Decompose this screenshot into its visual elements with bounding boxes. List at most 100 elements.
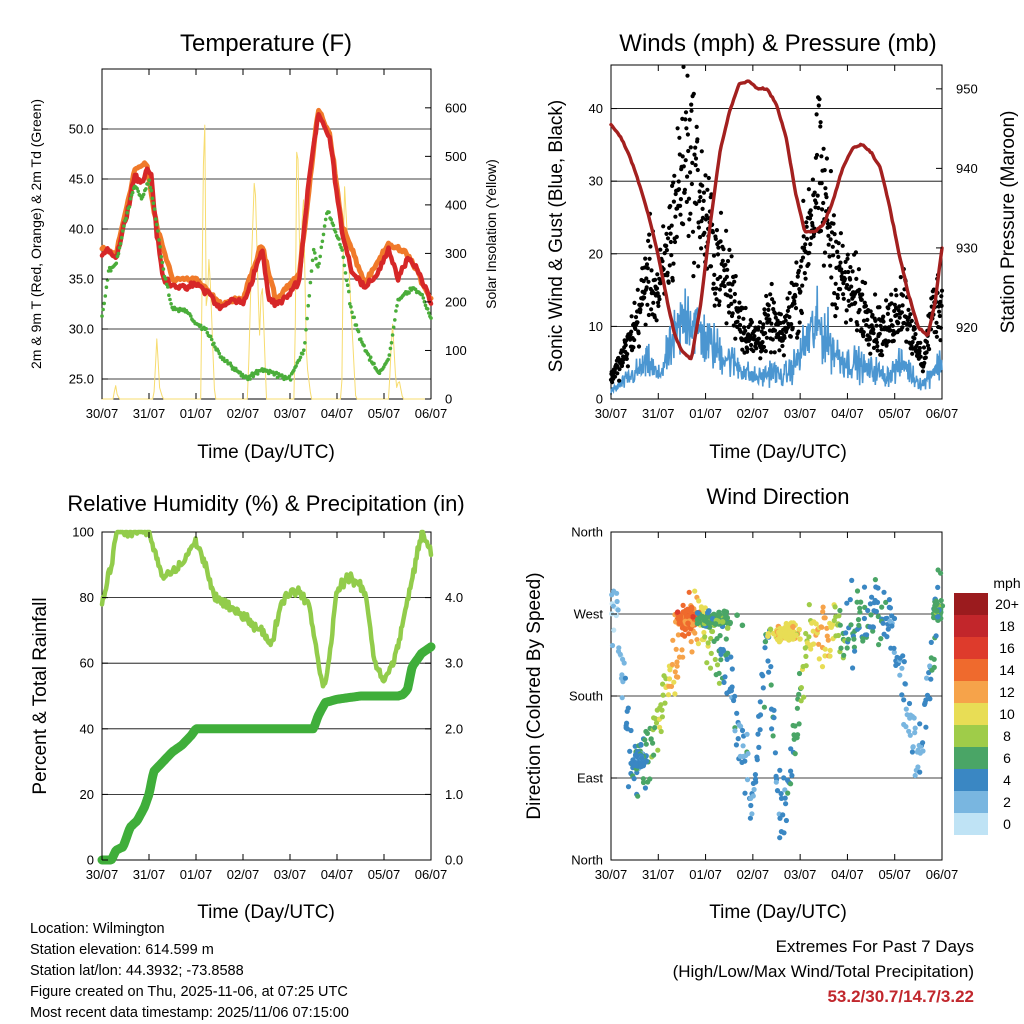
colorbar-label: 20+	[995, 596, 1019, 612]
temperature-title: Temperature (F)	[180, 30, 352, 57]
gust-point	[706, 175, 711, 181]
dewpoint-point	[119, 235, 124, 240]
speed-colorbar: 20+ 18 16 14 12 10 8 6 4 2 0	[954, 593, 1019, 835]
direction-point	[910, 744, 916, 750]
gust-point	[762, 307, 767, 312]
gust-point	[832, 302, 838, 307]
dewpoint-point	[305, 316, 309, 321]
direction-xtick-label: 04/07	[831, 867, 864, 882]
gust-point	[612, 374, 618, 379]
gust-point	[757, 320, 763, 325]
direction-point	[615, 607, 621, 613]
direction-point	[872, 577, 879, 583]
gust-point	[730, 311, 735, 316]
gust-point	[806, 262, 811, 267]
gust-point	[884, 298, 889, 303]
gust-point	[735, 319, 740, 324]
direction-point	[806, 634, 812, 640]
extremes-values: 53.2/30.7/14.7/3.22	[827, 987, 974, 1006]
direction-point	[696, 598, 702, 604]
direction-point	[803, 663, 809, 669]
gust-point	[848, 317, 853, 322]
gust-point	[817, 97, 822, 102]
direction-point	[881, 589, 887, 595]
gust-point	[796, 268, 802, 273]
direction-xtick-label: 05/07	[878, 867, 911, 882]
gust-point	[633, 326, 638, 331]
gust-point	[724, 321, 729, 326]
temperature-xtick-label: 02/07	[227, 406, 260, 421]
dewpoint-point	[151, 201, 156, 205]
dewpoint-point	[387, 353, 392, 357]
direction-point	[773, 779, 779, 785]
gust-point	[678, 212, 683, 217]
direction-point	[640, 776, 646, 782]
gust-point	[814, 200, 819, 206]
gust-point	[686, 148, 691, 154]
dewpoint-point	[348, 302, 352, 306]
dewpoint-point	[313, 251, 317, 255]
direction-point	[891, 645, 897, 651]
gust-point	[939, 288, 945, 293]
direction-point	[644, 730, 651, 737]
direction-point	[870, 624, 877, 630]
gust-point	[694, 124, 699, 129]
direction-point	[721, 679, 727, 686]
gust-point	[841, 296, 846, 301]
temperature-xtick-label: 06/07	[415, 406, 448, 421]
direction-xtick-label: 03/07	[784, 867, 817, 882]
direction-point	[860, 638, 866, 644]
gust-point	[718, 274, 723, 280]
dewpoint-point	[251, 374, 256, 379]
gust-point	[924, 339, 930, 345]
direction-point	[611, 627, 617, 633]
gust-point	[886, 339, 891, 344]
direction-point	[688, 606, 695, 612]
humidity-ytick-label: 100	[72, 525, 94, 540]
dewpoint-point	[300, 352, 305, 356]
direction-point	[771, 715, 777, 721]
temperature-xtick-label: 31/07	[133, 406, 166, 421]
dewpoint-point	[152, 207, 157, 211]
colorbar-swatch	[954, 791, 988, 813]
dewpoint-point	[421, 296, 426, 300]
colorbar-label: 10	[999, 706, 1015, 722]
direction-point	[625, 705, 631, 711]
direction-point	[816, 641, 822, 647]
gust-point	[806, 187, 812, 192]
direction-point	[820, 604, 826, 610]
gust-point	[804, 224, 809, 229]
gust-point	[662, 251, 667, 256]
direction-point	[887, 605, 894, 611]
dewpoint-point	[423, 303, 428, 308]
gust-point	[712, 303, 717, 308]
direction-point	[870, 628, 876, 634]
humidity-y2tick-label: 2.0	[445, 721, 463, 736]
direction-point	[680, 602, 686, 609]
direction-point	[740, 743, 746, 749]
dewpoint-point	[327, 210, 331, 214]
direction-point	[822, 646, 828, 652]
direction-point	[836, 613, 842, 619]
direction-point	[640, 779, 647, 786]
direction-point	[788, 768, 794, 774]
direction-point	[875, 585, 881, 591]
gust-point	[886, 306, 891, 311]
gust-point	[793, 294, 798, 299]
gust-point	[633, 315, 639, 320]
gust-point	[889, 292, 894, 297]
colorbar-swatch	[954, 813, 988, 835]
gust-point	[646, 279, 651, 284]
gust-point	[674, 234, 679, 239]
gust-point	[796, 329, 801, 334]
direction-point	[751, 786, 757, 793]
direction-point	[622, 675, 629, 681]
direction-point	[825, 637, 831, 643]
gust-point	[836, 241, 841, 246]
gust-point	[900, 325, 905, 330]
gust-point	[778, 312, 784, 317]
dewpoint-point	[309, 269, 314, 273]
humidity-gridlines	[102, 531, 431, 861]
gust-point	[648, 244, 653, 249]
direction-point	[627, 748, 633, 754]
